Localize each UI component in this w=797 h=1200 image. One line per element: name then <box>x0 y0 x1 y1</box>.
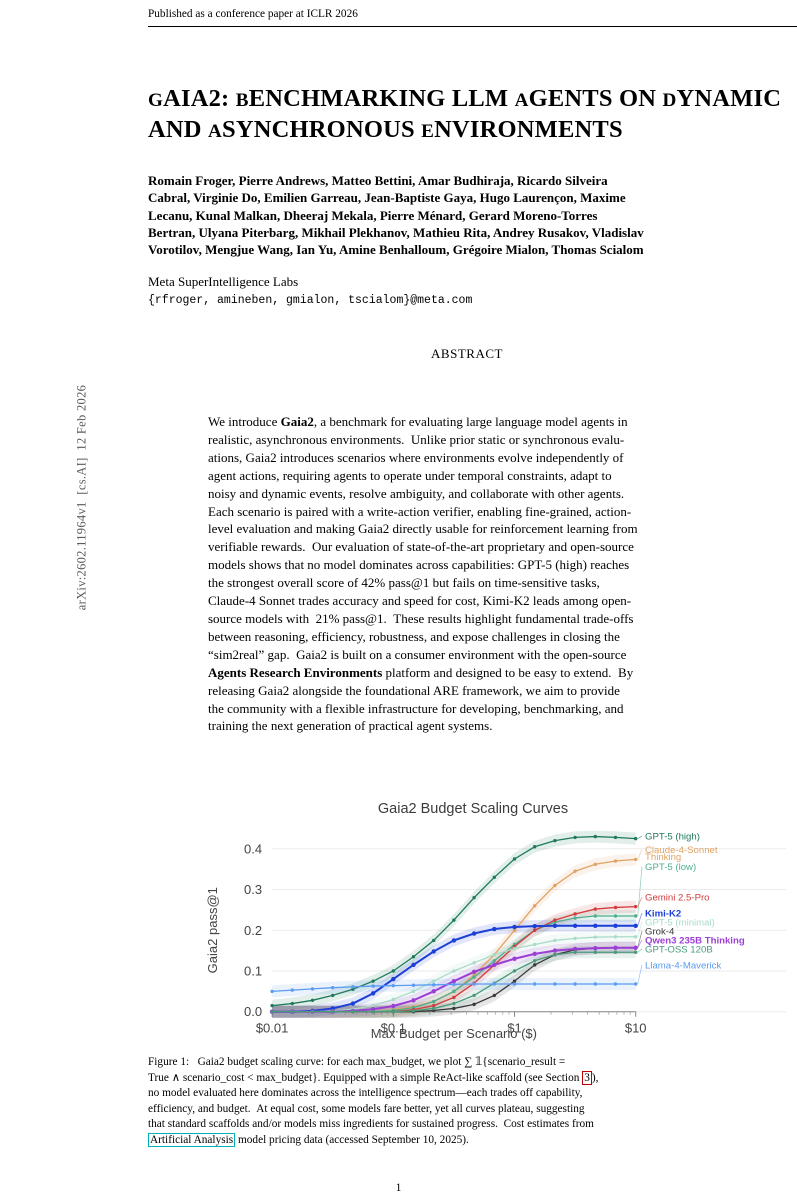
svg-text:Gaia2 Budget Scaling Curves: Gaia2 Budget Scaling Curves <box>378 801 568 817</box>
svg-text:Llama-4-Maverick: Llama-4-Maverick <box>645 961 721 972</box>
svg-text:Max Budget per Scenario ($): Max Budget per Scenario ($) <box>371 1026 537 1041</box>
svg-text:$10: $10 <box>625 1021 647 1036</box>
svg-text:0.0: 0.0 <box>244 1004 262 1019</box>
svg-text:GPT-5 (low): GPT-5 (low) <box>645 862 696 873</box>
svg-text:$0.01: $0.01 <box>256 1021 289 1036</box>
svg-text:Gemini 2.5-Pro: Gemini 2.5-Pro <box>645 893 710 904</box>
svg-text:0.3: 0.3 <box>244 882 262 897</box>
svg-text:0.4: 0.4 <box>244 841 262 856</box>
svg-text:0.1: 0.1 <box>244 964 262 979</box>
svg-text:Gaia2 pass@1: Gaia2 pass@1 <box>205 887 220 973</box>
svg-text:0.2: 0.2 <box>244 923 262 938</box>
svg-text:GPT-OSS 120B: GPT-OSS 120B <box>645 945 713 956</box>
svg-text:GPT-5 (high): GPT-5 (high) <box>645 832 700 843</box>
